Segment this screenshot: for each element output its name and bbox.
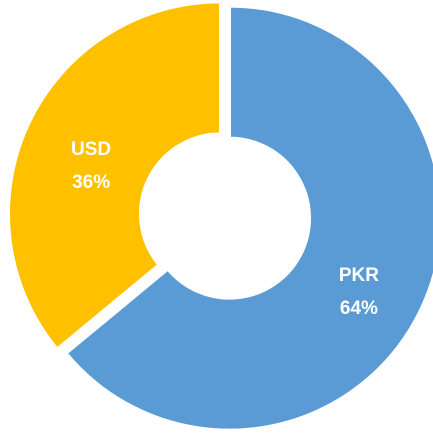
slice-value-label: 64% (340, 298, 378, 319)
slice-category-label: PKR (339, 265, 379, 286)
slice (6, 0, 222, 352)
slice-value-label: 36% (72, 172, 110, 193)
slice-category-label: USD (71, 139, 111, 160)
slice (64, 4, 433, 432)
